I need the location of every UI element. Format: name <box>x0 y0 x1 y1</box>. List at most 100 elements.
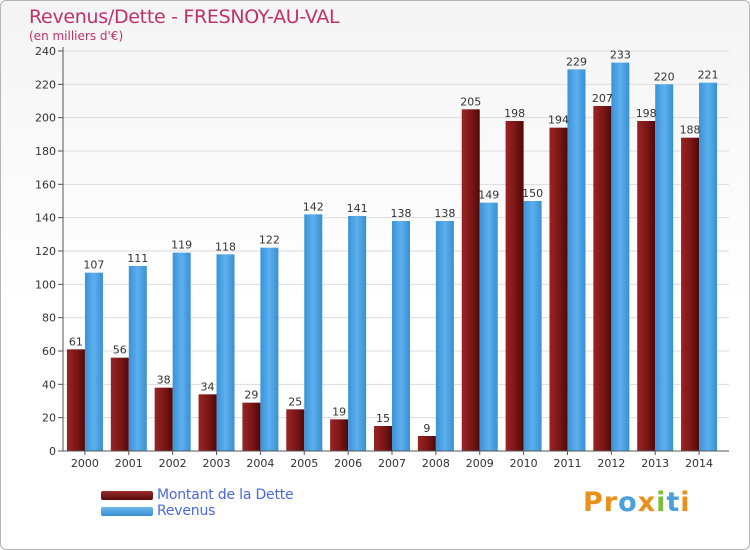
dette-bar <box>286 409 305 451</box>
x-tick-label: 2013 <box>641 457 669 470</box>
logo-letter: x <box>637 487 657 518</box>
dette-bar <box>154 387 173 451</box>
revenus-bar <box>655 84 674 451</box>
legend-swatch-dette <box>101 491 153 500</box>
revenus-value-label: 233 <box>610 49 631 62</box>
y-tick-label: 180 <box>35 145 56 158</box>
dette-value-label: 29 <box>244 389 258 402</box>
legend-label-dette: Montant de la Dette <box>157 487 294 503</box>
revenus-value-label: 229 <box>566 55 587 68</box>
revenus-value-label: 220 <box>654 70 675 83</box>
revenus-value-label: 142 <box>303 200 324 213</box>
x-tick-label: 2006 <box>334 457 362 470</box>
legend-label-revenus: Revenus <box>157 503 216 519</box>
dette-bar <box>461 109 480 451</box>
dette-bar <box>681 137 700 451</box>
revenus-bar <box>216 254 235 451</box>
logo-letter: t <box>666 487 681 518</box>
dette-value-label: 194 <box>548 114 569 127</box>
x-tick-label: 2012 <box>597 457 625 470</box>
legend-swatch-revenus <box>101 507 153 516</box>
x-tick-label: 2008 <box>422 457 450 470</box>
chart-subtitle: (en milliers d'€) <box>29 29 124 43</box>
dette-bar <box>593 106 612 451</box>
dette-value-label: 9 <box>423 422 430 435</box>
dette-value-label: 25 <box>288 395 302 408</box>
revenus-bar <box>479 202 498 451</box>
y-tick-label: 240 <box>35 45 56 58</box>
dette-value-label: 205 <box>460 95 481 108</box>
revenus-bar <box>84 272 103 451</box>
dette-value-label: 188 <box>680 124 701 137</box>
revenus-value-label: 150 <box>522 187 543 200</box>
revenus-bar <box>348 216 367 451</box>
y-tick-label: 60 <box>42 345 56 358</box>
y-tick-label: 20 <box>42 412 56 425</box>
chart-title: Revenus/Dette - FRESNOY-AU-VAL <box>29 6 340 28</box>
revenus-bar <box>567 69 586 451</box>
dette-bar <box>198 394 217 451</box>
revenus-value-label: 138 <box>434 207 455 220</box>
x-tick-label: 2014 <box>685 457 713 470</box>
y-tick-label: 160 <box>35 178 56 191</box>
revenus-value-label: 221 <box>698 69 719 82</box>
logo-letter: i <box>680 487 691 518</box>
dette-value-label: 56 <box>113 344 127 357</box>
dette-bar <box>549 127 568 452</box>
logo-letter: P <box>583 487 604 518</box>
revenus-value-label: 107 <box>83 259 104 272</box>
dette-bar <box>66 349 85 451</box>
y-tick-label: 120 <box>35 245 56 258</box>
dette-bar <box>330 419 349 451</box>
logo-letter: o <box>618 487 638 518</box>
x-tick-label: 2001 <box>115 457 143 470</box>
x-tick-label: 2002 <box>159 457 187 470</box>
x-tick-label: 2010 <box>510 457 538 470</box>
revenus-value-label: 118 <box>215 240 236 253</box>
dette-value-label: 34 <box>201 380 215 393</box>
revenus-value-label: 149 <box>478 189 499 202</box>
revenus-bar <box>260 247 279 451</box>
y-tick-label: 40 <box>42 378 56 391</box>
x-tick-label: 2004 <box>246 457 274 470</box>
x-tick-label: 2011 <box>553 457 581 470</box>
dette-value-label: 15 <box>376 412 390 425</box>
dette-value-label: 38 <box>157 374 171 387</box>
x-tick-label: 2005 <box>290 457 318 470</box>
dette-bar <box>242 402 261 451</box>
revenus-value-label: 141 <box>347 202 368 215</box>
dette-value-label: 198 <box>636 107 657 120</box>
y-tick-label: 140 <box>35 212 56 225</box>
x-tick-label: 2009 <box>466 457 494 470</box>
dette-value-label: 198 <box>504 107 525 120</box>
dette-value-label: 61 <box>69 335 83 348</box>
revenus-bar <box>435 221 454 451</box>
y-tick-label: 100 <box>35 278 56 291</box>
dette-bar <box>417 436 436 451</box>
dette-value-label: 207 <box>592 92 613 105</box>
revenus-bar <box>699 82 718 452</box>
y-tick-label: 80 <box>42 312 56 325</box>
revenus-bar <box>392 221 410 451</box>
dette-bar <box>374 426 392 451</box>
revenus-bar <box>523 201 542 451</box>
x-tick-label: 2003 <box>203 457 231 470</box>
revenus-value-label: 138 <box>391 207 412 220</box>
logo-letter: i <box>656 487 667 518</box>
revenus-bar <box>172 252 191 451</box>
x-tick-label: 2007 <box>378 457 406 470</box>
dette-value-label: 19 <box>332 405 346 418</box>
y-tick-label: 220 <box>35 78 56 91</box>
revenus-value-label: 111 <box>127 252 148 265</box>
revenus-bar <box>128 266 147 451</box>
proxiti-logo: Proxiti <box>583 487 691 518</box>
revenus-bar <box>304 214 323 451</box>
revenus-bar <box>611 62 630 452</box>
x-tick-label: 2000 <box>71 457 99 470</box>
revenus-value-label: 122 <box>259 234 280 247</box>
dette-bar <box>505 121 524 451</box>
dette-bar <box>637 121 656 451</box>
y-tick-label: 0 <box>49 445 56 458</box>
